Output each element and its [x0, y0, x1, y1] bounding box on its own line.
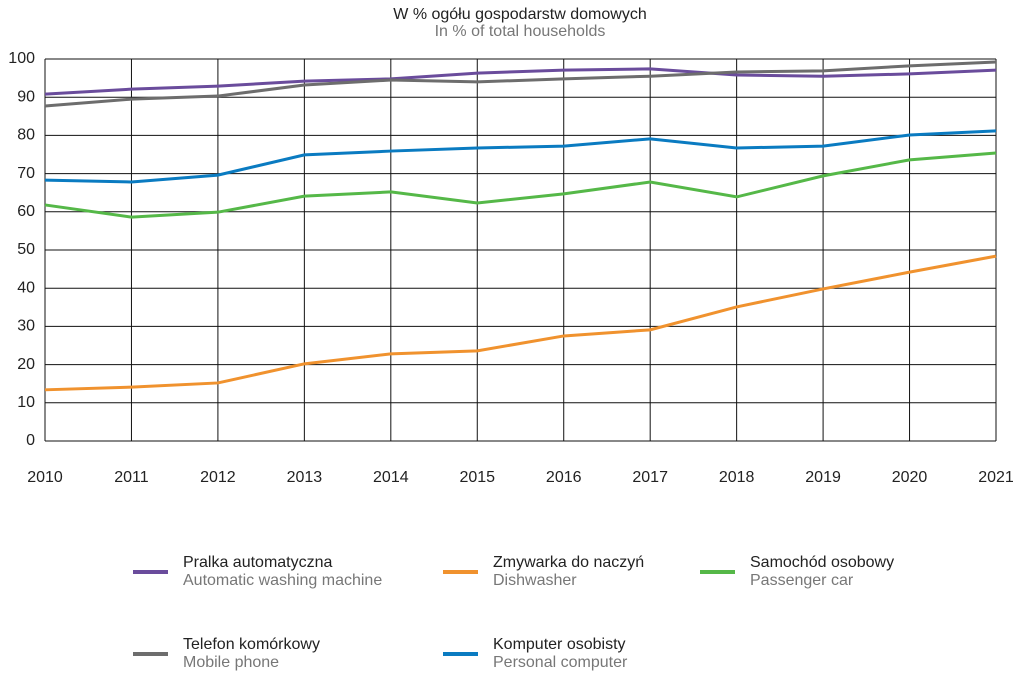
- y-tick-label: 100: [8, 50, 35, 67]
- y-tick-label: 60: [17, 203, 35, 220]
- y-tick-label: 30: [17, 318, 35, 335]
- chart-subtitle: In % of total households: [435, 23, 606, 40]
- y-tick-label: 70: [17, 165, 35, 182]
- series-line: [44, 60, 997, 108]
- y-tick-label: 90: [17, 88, 35, 105]
- y-tick-label: 10: [17, 394, 35, 411]
- legend-label: Komputer osobisty: [493, 636, 626, 653]
- legend-label-en: Automatic washing machine: [183, 572, 382, 589]
- series-line: [44, 129, 997, 184]
- x-tick-label: 2019: [805, 469, 841, 486]
- x-tick-label: 2014: [373, 469, 409, 486]
- legend-label: Zmywarka do naczyń: [493, 554, 644, 571]
- x-tick-label: 2018: [719, 469, 755, 486]
- series-line: [44, 151, 997, 219]
- chart-title: W % ogółu gospodarstw domowych: [393, 6, 646, 23]
- y-tick-label: 0: [26, 432, 35, 449]
- series-line: [44, 254, 997, 392]
- x-tick-label: 2016: [546, 469, 582, 486]
- legend-label: Telefon komórkowy: [183, 636, 320, 653]
- legend-label-en: Mobile phone: [183, 654, 279, 671]
- y-tick-label: 40: [17, 279, 35, 296]
- legend-label-en: Passenger car: [750, 572, 854, 589]
- x-tick-label: 2011: [114, 469, 149, 486]
- x-tick-label: 2015: [459, 469, 495, 486]
- y-tick-label: 80: [17, 127, 35, 144]
- x-tick-label: 2020: [892, 469, 928, 486]
- series-line: [44, 67, 997, 96]
- x-tick-label: 2021: [978, 469, 1014, 486]
- legend-label: Samochód osobowy: [750, 554, 894, 571]
- y-tick-label: 50: [17, 241, 35, 258]
- legend-label: Pralka automatyczna: [183, 554, 333, 571]
- legend-label-en: Personal computer: [493, 654, 628, 671]
- x-tick-label: 2010: [27, 469, 63, 486]
- y-tick-label: 20: [17, 356, 35, 373]
- legend-label-en: Dishwasher: [493, 572, 577, 589]
- x-tick-label: 2013: [287, 469, 323, 486]
- x-tick-label: 2012: [200, 469, 236, 486]
- x-tick-label: 2017: [632, 469, 668, 486]
